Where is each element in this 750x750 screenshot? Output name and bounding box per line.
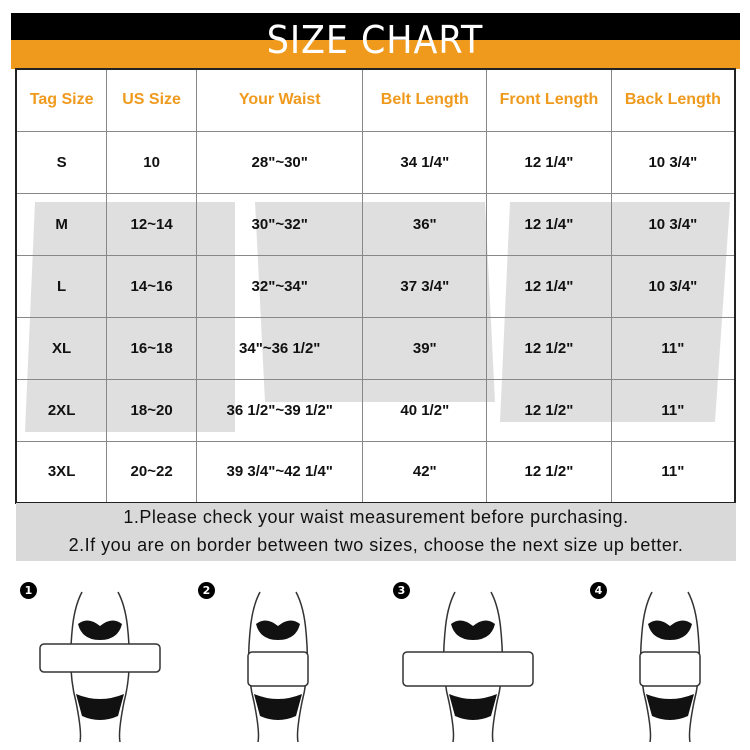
table-cell: 30"~32": [195, 192, 364, 256]
column-header: Front Length: [486, 68, 612, 132]
figure-icon: [402, 591, 534, 742]
table-cell: 10: [106, 130, 197, 194]
table-cell: 36 1/2"~39 1/2": [195, 378, 364, 442]
table-cell: M: [15, 192, 108, 256]
header-row: Tag Size US Size Your Waist Belt Length Fron…: [15, 68, 736, 132]
title-band-orange: [11, 40, 740, 69]
table-row: S 10 28"~30" 34 1/4" 12 1/4" 10 3/4": [15, 130, 736, 194]
table-cell: XL: [15, 316, 108, 380]
table-cell: 28"~30": [195, 130, 364, 194]
table-cell: 11": [610, 440, 736, 504]
size-table: Tag Size US Size Your Waist Belt Length Fron…: [15, 68, 736, 504]
table-cell: 39 3/4"~42 1/4": [195, 440, 364, 504]
step-number: 2: [198, 582, 215, 599]
table-cell: 14~16: [106, 254, 197, 318]
column-header: US Size: [106, 68, 197, 132]
table-cell: 34 1/4": [362, 130, 488, 194]
table-cell: 3XL: [15, 440, 108, 504]
table-row: 2XL 18~20 36 1/2"~39 1/2" 40 1/2" 12 1/2" 11": [15, 378, 736, 442]
table-cell: 12 1/2": [486, 440, 612, 504]
table-cell: 10 3/4": [610, 130, 736, 194]
step-number: 3: [393, 582, 410, 599]
step-illustration: 2: [198, 582, 348, 742]
figure-icon: [639, 591, 701, 742]
table-row: XL 16~18 34"~36 1/2" 39" 12 1/2" 11": [15, 316, 736, 380]
table-cell: 20~22: [106, 440, 197, 504]
table-cell: 12~14: [106, 192, 197, 256]
column-header: Back Length: [610, 68, 736, 132]
step-illustration: 4: [590, 582, 740, 742]
step-number: 1: [20, 582, 37, 599]
table-cell: 36": [362, 192, 488, 256]
notes-box: 1.Please check your waist measurement be…: [16, 503, 736, 561]
table-cell: 2XL: [15, 378, 108, 442]
table-cell: 12 1/2": [486, 378, 612, 442]
table-cell: 16~18: [106, 316, 197, 380]
table-row: L 14~16 32"~34" 37 3/4" 12 1/4" 10 3/4": [15, 254, 736, 318]
column-header: Belt Length: [362, 68, 488, 132]
column-header: Your Waist: [195, 68, 364, 132]
table-cell: 10 3/4": [610, 192, 736, 256]
figure-icon: [39, 591, 161, 742]
table-cell: 32"~34": [195, 254, 364, 318]
page-title: SIZE CHART: [266, 18, 484, 62]
title-band-black: [11, 13, 740, 40]
table-cell: 12 1/4": [486, 192, 612, 256]
note-2: 2.If you are on border between two sizes…: [68, 535, 684, 555]
note-1: 1.Please check your waist measurement be…: [123, 507, 629, 527]
table-cell: L: [15, 254, 108, 318]
table-cell: 39": [362, 316, 488, 380]
table-cell: 12 1/2": [486, 316, 612, 380]
table-cell: 11": [610, 316, 736, 380]
step-illustration: 1: [20, 582, 170, 742]
table-cell: 37 3/4": [362, 254, 488, 318]
table-cell: 11": [610, 378, 736, 442]
table-cell: 12 1/4": [486, 254, 612, 318]
table-cell: 40 1/2": [362, 378, 488, 442]
table-cell: 18~20: [106, 378, 197, 442]
step-number: 4: [590, 582, 607, 599]
table-cell: 12 1/4": [486, 130, 612, 194]
table-cell: 42": [362, 440, 488, 504]
table-row: M 12~14 30"~32" 36" 12 1/4" 10 3/4": [15, 192, 736, 256]
step-illustration: 3: [393, 582, 543, 742]
figure-icon: [247, 591, 309, 742]
table-row: 3XL 20~22 39 3/4"~42 1/4" 42" 12 1/2" 11": [15, 440, 736, 504]
table-cell: 34"~36 1/2": [195, 316, 364, 380]
column-header: Tag Size: [15, 68, 108, 132]
table-cell: 10 3/4": [610, 254, 736, 318]
table-cell: S: [15, 130, 108, 194]
